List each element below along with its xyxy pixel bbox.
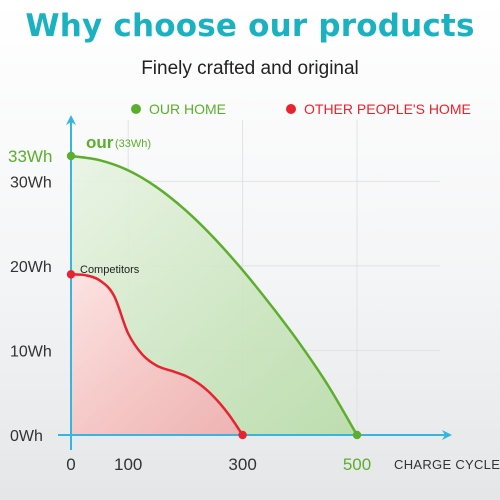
legend-dot-red: [286, 104, 296, 114]
y-tick-label: 20Wh: [10, 259, 52, 276]
series-line-others: [70, 273, 244, 436]
axes: [58, 115, 452, 450]
y-tick-label: 0Wh: [10, 428, 43, 445]
y-tick-label: 33Wh: [8, 147, 52, 166]
series-markers: our (33Wh) Competitors: [66, 133, 362, 440]
series-label-ours-detail: (33Wh): [115, 138, 151, 150]
legend-item-ours: OUR HOME: [131, 101, 226, 117]
series-start-point-others: [66, 270, 76, 279]
legend-item-others: OTHER PEOPLE'S HOME: [286, 101, 471, 117]
tick-labels: 0Wh 10Wh 20Wh 30Wh 33Wh 0 100 300 500 CHARGE CYCL…: [8, 147, 500, 474]
page-title: Why choose our products: [25, 8, 475, 44]
series-label-competitors: Competitors: [80, 264, 140, 276]
y-tick-label: 30Wh: [10, 174, 52, 191]
series-line-ours: [70, 154, 359, 436]
series-end-point-ours: [352, 430, 362, 440]
legend-label-ours: OUR HOME: [149, 101, 226, 117]
series-label-ours: our: [86, 133, 114, 152]
x-tick-label: 0: [66, 455, 75, 474]
x-tick-label: 100: [114, 455, 142, 474]
series-area-others: [71, 274, 243, 435]
y-tick-label: 10Wh: [10, 343, 52, 360]
x-tick-label: 300: [228, 455, 256, 474]
legend-label-others: OTHER PEOPLE'S HOME: [304, 101, 471, 117]
legend-dot-green: [131, 104, 141, 114]
page-subtitle: Finely crafted and original: [141, 58, 359, 79]
series-start-point-ours: [66, 151, 76, 161]
x-axis-title: CHARGE CYCLES: [394, 457, 500, 472]
series-areas: [70, 154, 359, 436]
series-end-point-others: [238, 430, 247, 440]
x-tick-label: 500: [343, 455, 371, 474]
